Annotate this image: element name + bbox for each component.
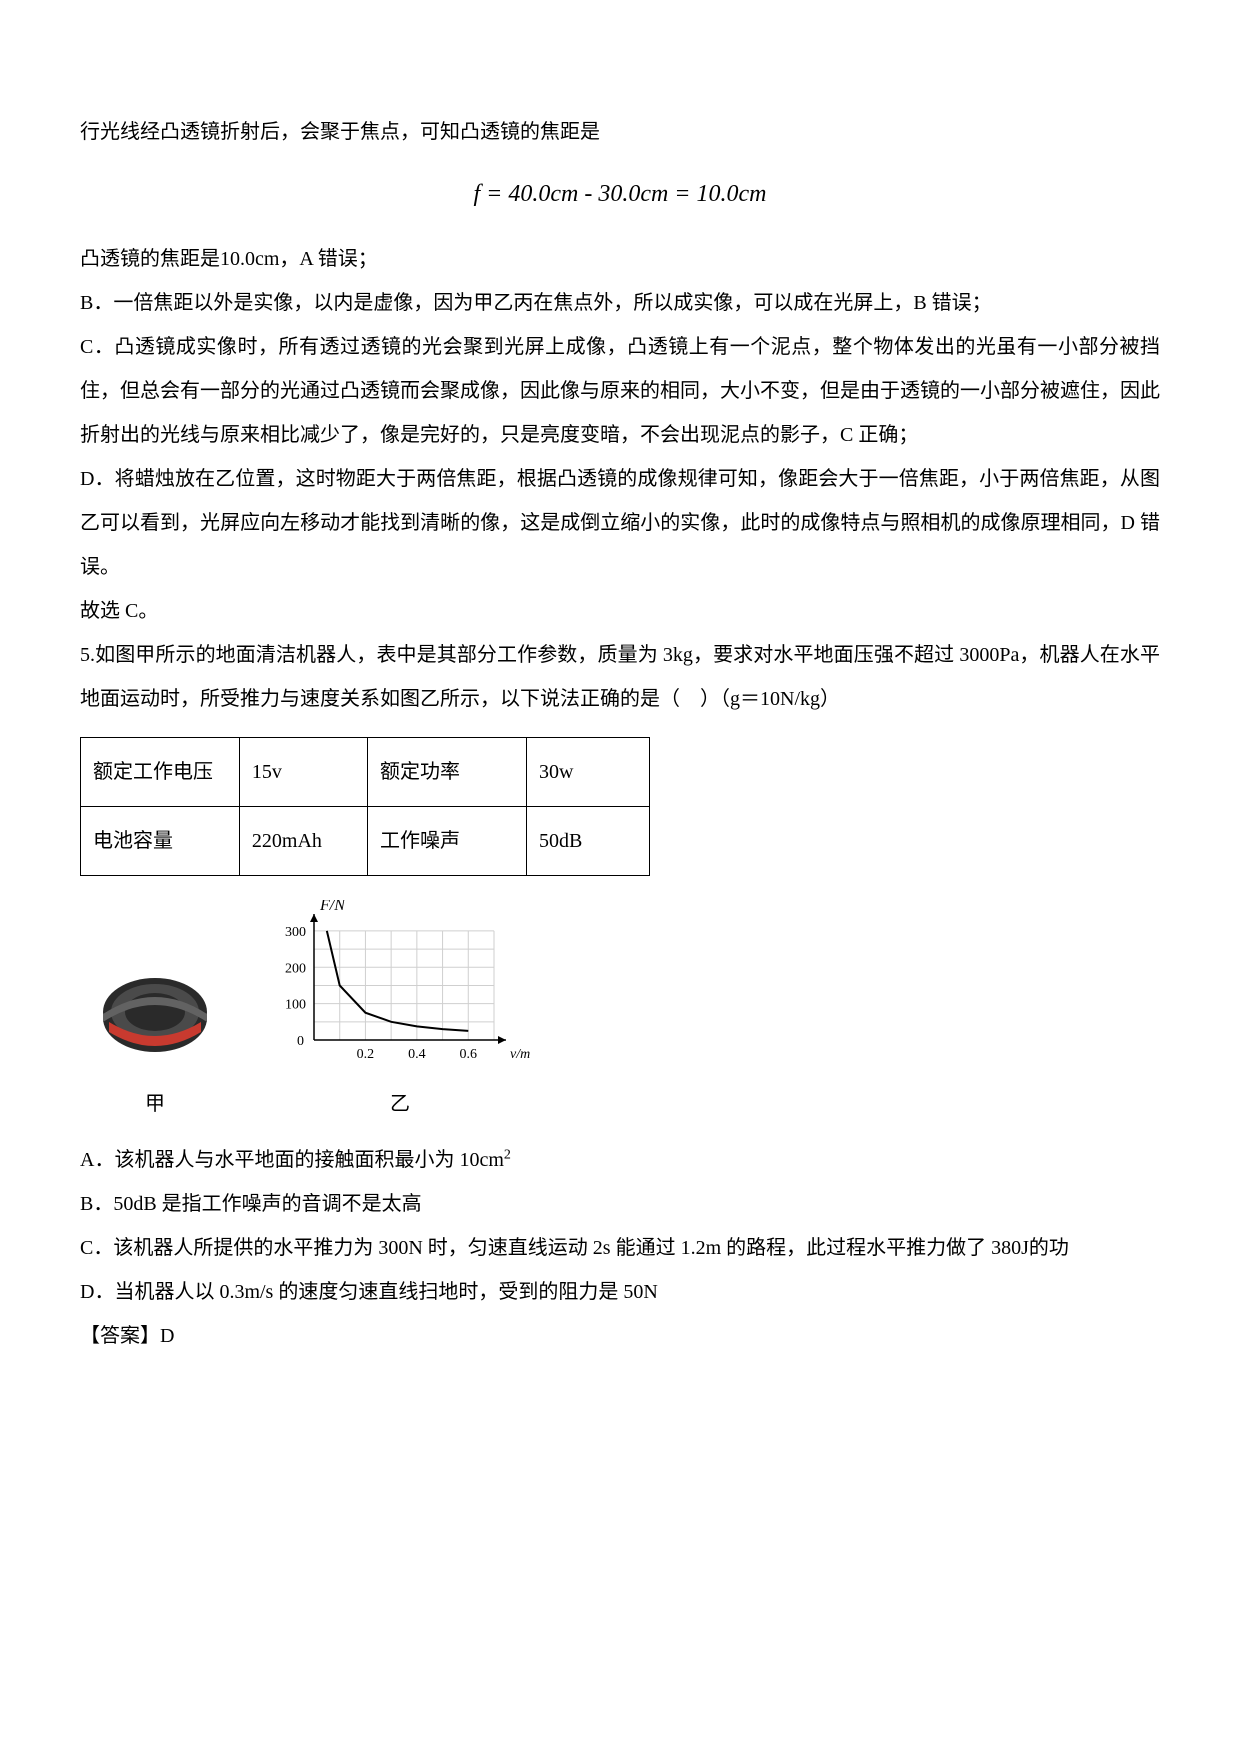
body-text: 凸透镜的焦距是10.0cm，A 错误； — [80, 237, 1160, 281]
formula-text: f = 40.0cm - 30.0cm = 10.0cm — [473, 181, 766, 207]
cell: 50dB — [526, 806, 649, 875]
body-text: D．将蜡烛放在乙位置，这时物距大于两倍焦距，根据凸透镜的成像规律可知，像距会大于… — [80, 457, 1160, 589]
svg-text:200: 200 — [285, 961, 306, 976]
svg-text:100: 100 — [285, 997, 306, 1012]
svg-text:0.2: 0.2 — [357, 1047, 375, 1062]
body-text: B．一倍焦距以外是实像，以内是虚像，因为甲乙丙在焦点外，所以成实像，可以成在光屏… — [80, 281, 1160, 325]
cell: 工作噪声 — [368, 806, 527, 875]
robot-icon — [95, 962, 215, 1062]
option-d: D．当机器人以 0.3m/s 的速度匀速直线扫地时，受到的阻力是 50N — [80, 1270, 1160, 1314]
formula: f = 40.0cm - 30.0cm = 10.0cm — [80, 168, 1160, 221]
cell: 15v — [239, 737, 367, 806]
superscript: 2 — [504, 1147, 511, 1162]
body-text: C．凸透镜成实像时，所有透过透镜的光会聚到光屏上成像，凸透镜上有一个泥点，整个物… — [80, 325, 1160, 457]
option-b: B．50dB 是指工作噪声的音调不是太高 — [80, 1182, 1160, 1226]
cell: 额定工作电压 — [81, 737, 240, 806]
cell: 30w — [526, 737, 649, 806]
line-chart: 00.20.40.6100200300F/Nv/m·s — [270, 900, 530, 1070]
question-text: 5.如图甲所示的地面清洁机器人，表中是其部分工作参数，质量为 3kg，要求对水平… — [80, 633, 1160, 721]
figure-chart: 00.20.40.6100200300F/Nv/m·s 乙 — [270, 900, 530, 1126]
figure-label-a: 甲 — [80, 1082, 230, 1126]
svg-text:300: 300 — [285, 925, 306, 940]
spec-table: 额定工作电压 15v 额定功率 30w 电池容量 220mAh 工作噪声 50d… — [80, 737, 650, 876]
option-c: C．该机器人所提供的水平推力为 300N 时，匀速直线运动 2s 能通过 1.2… — [80, 1226, 1160, 1270]
answer: 【答案】D — [80, 1314, 1160, 1358]
figure-robot: 甲 — [80, 962, 230, 1126]
svg-text:0: 0 — [297, 1034, 304, 1049]
figure-area: 甲 00.20.40.6100200300F/Nv/m·s 乙 — [80, 900, 1160, 1126]
svg-text:v/m: v/m — [510, 1047, 530, 1062]
svg-text:0.6: 0.6 — [460, 1047, 478, 1062]
option-text: A．该机器人与水平地面的接触面积最小为 10cm — [80, 1149, 504, 1171]
table-row: 额定工作电压 15v 额定功率 30w — [81, 737, 650, 806]
body-text: 行光线经凸透镜折射后，会聚于焦点，可知凸透镜的焦距是 — [80, 110, 1160, 154]
svg-text:F/N: F/N — [319, 900, 346, 914]
svg-text:0.4: 0.4 — [408, 1047, 426, 1062]
cell: 电池容量 — [81, 806, 240, 875]
figure-label-b: 乙 — [270, 1082, 530, 1126]
table-row: 电池容量 220mAh 工作噪声 50dB — [81, 806, 650, 875]
cell: 220mAh — [239, 806, 367, 875]
body-text: 故选 C。 — [80, 589, 1160, 633]
option-a: A．该机器人与水平地面的接触面积最小为 10cm2 — [80, 1138, 1160, 1182]
cell: 额定功率 — [368, 737, 527, 806]
